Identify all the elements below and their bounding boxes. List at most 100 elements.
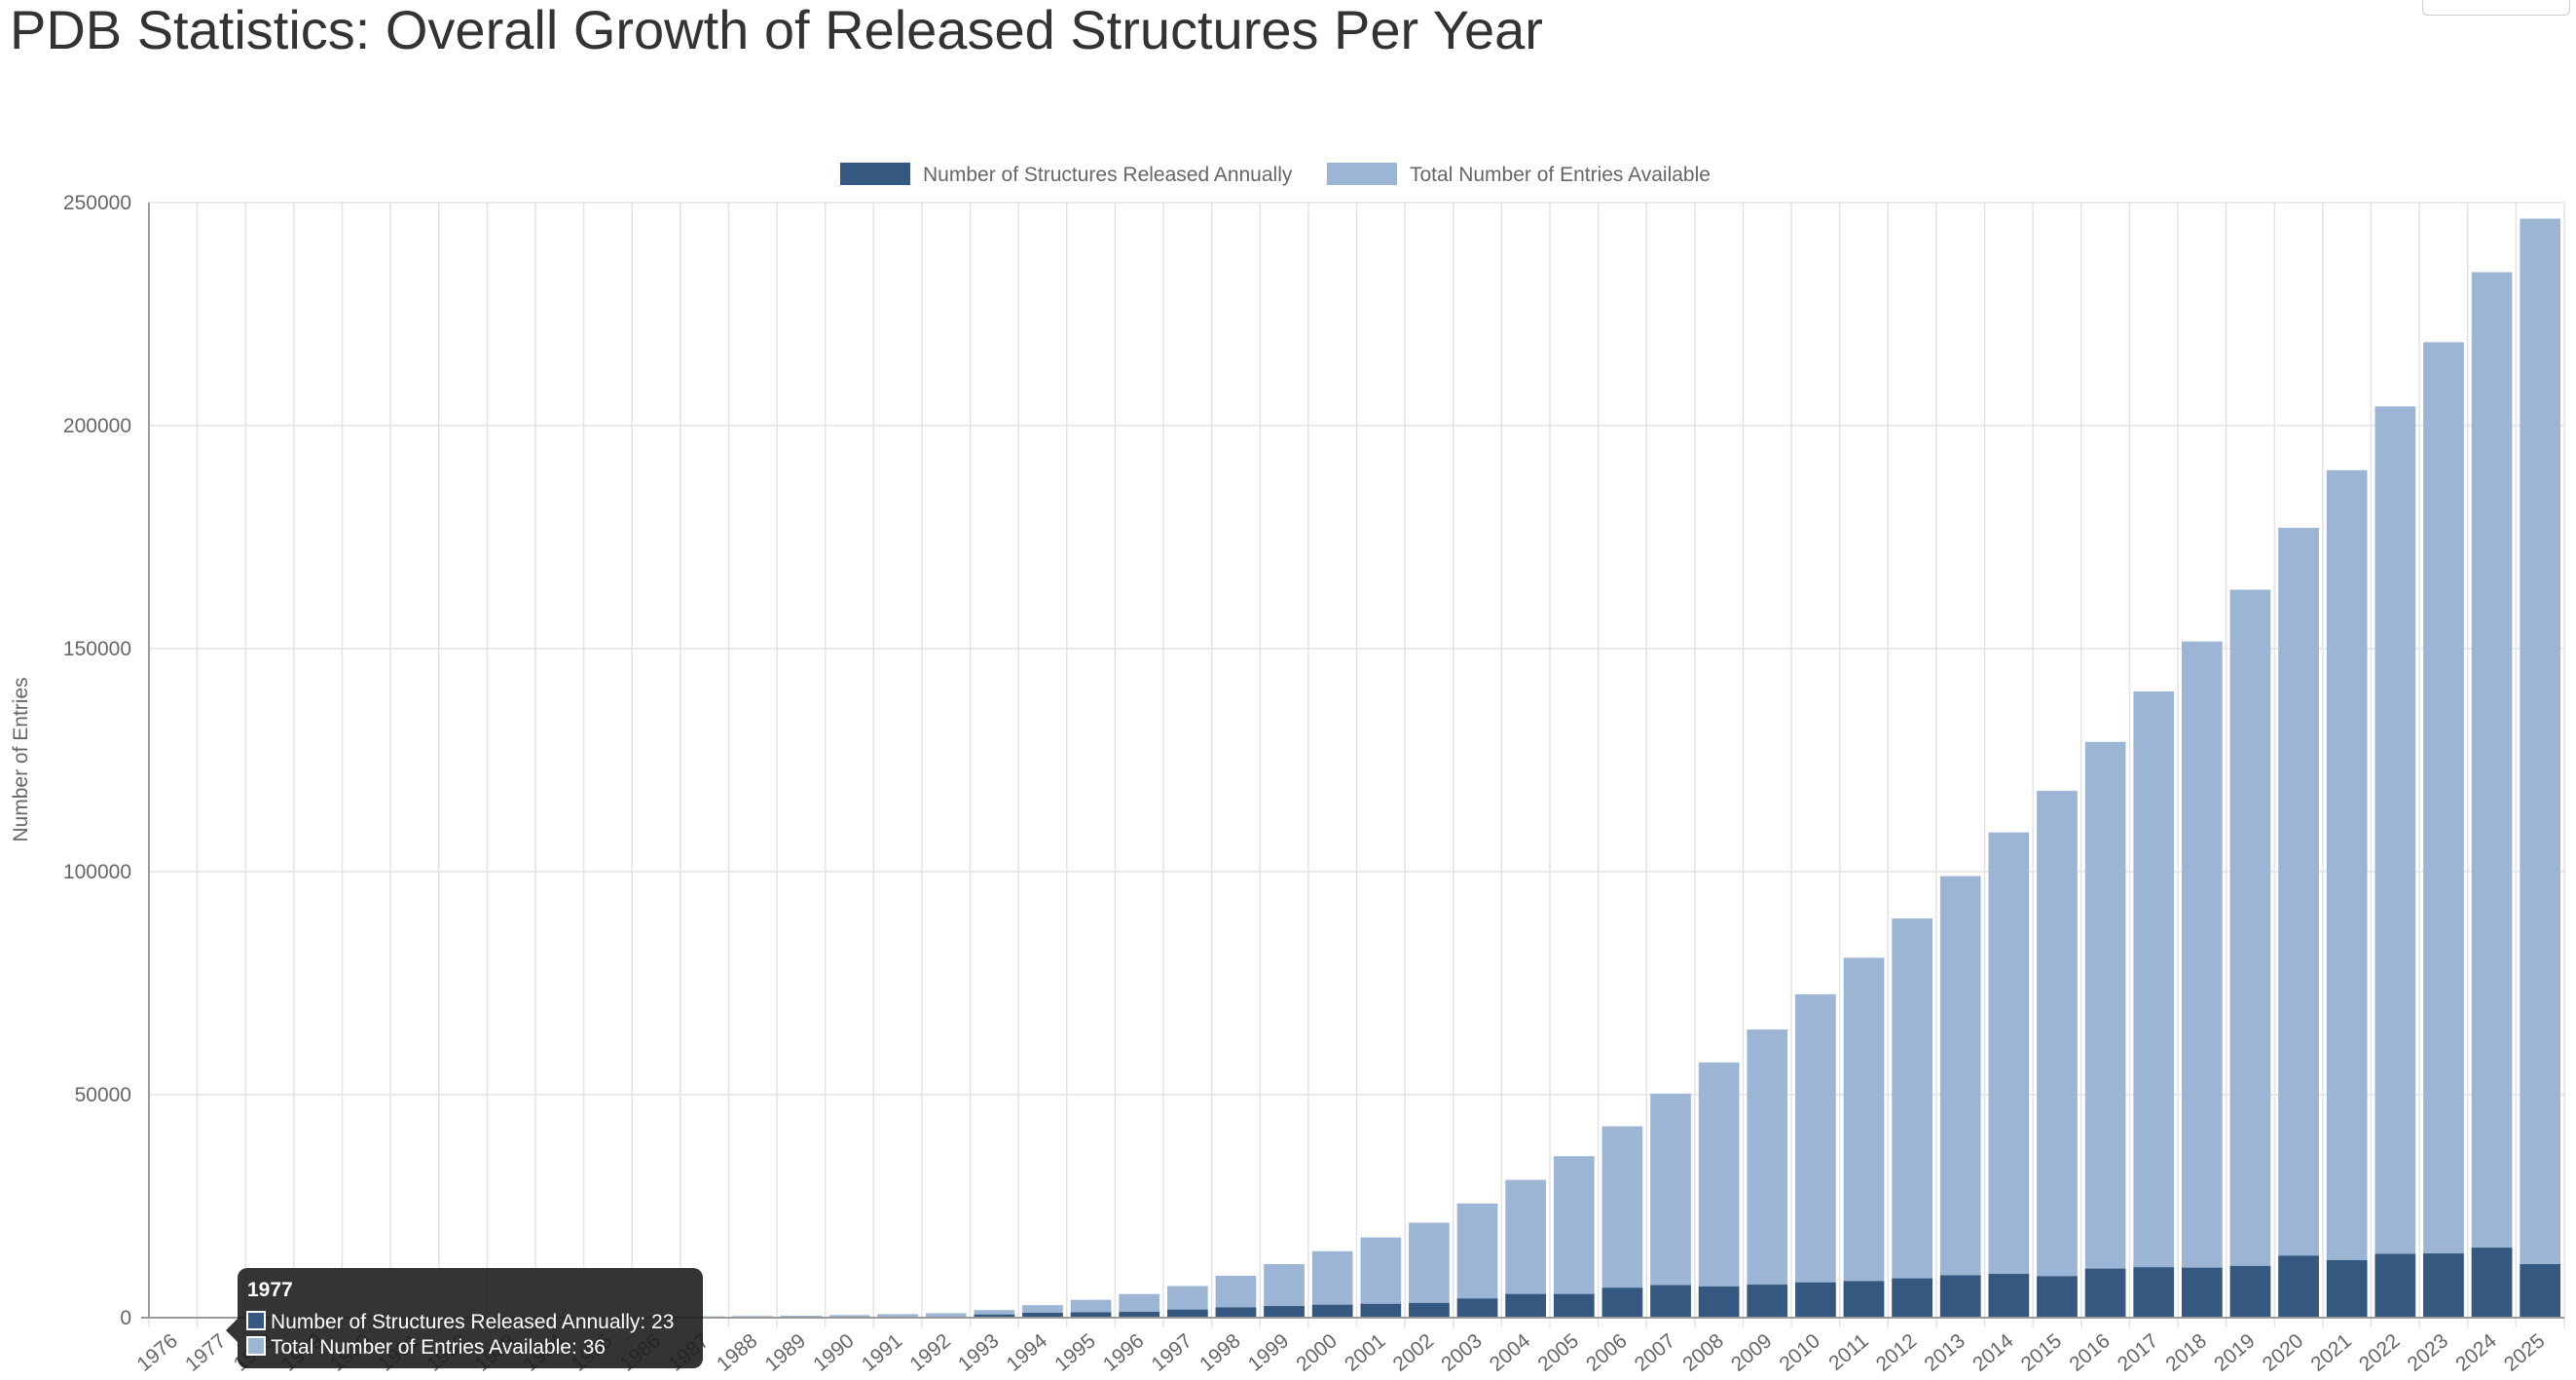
bar-annual[interactable] [1505, 1293, 1547, 1318]
bar-annual[interactable] [1456, 1298, 1498, 1318]
x-tick-label: 2012 [1872, 1329, 1922, 1376]
x-tick-label: 1998 [1196, 1329, 1245, 1376]
bar-total[interactable] [2374, 406, 2416, 1318]
bar-total[interactable] [2423, 342, 2464, 1318]
bar-annual[interactable] [1166, 1309, 1208, 1318]
bar-total[interactable] [2278, 527, 2319, 1318]
bar-annual[interactable] [1311, 1304, 1353, 1318]
bar-annual[interactable] [1601, 1287, 1643, 1318]
bar-annual[interactable] [2326, 1259, 2368, 1318]
bar-total[interactable] [1698, 1063, 1740, 1318]
tooltip-swatch [246, 1311, 266, 1330]
bar-annual[interactable] [1698, 1286, 1740, 1318]
y-axis-title: Number of Entries [10, 677, 32, 841]
bar-annual[interactable] [1892, 1278, 1932, 1318]
x-tick-label: 1990 [809, 1329, 859, 1376]
bar-annual[interactable] [974, 1314, 1015, 1318]
x-tick-label: 2011 [1824, 1329, 1872, 1375]
bar-annual[interactable] [2520, 1264, 2561, 1318]
bar-annual[interactable] [1360, 1303, 1402, 1318]
bar-total[interactable] [2133, 690, 2175, 1318]
y-tick-label: 100000 [63, 861, 131, 883]
x-tick-label: 2005 [1533, 1329, 1583, 1376]
tooltip-line: Number of Structures Released Annually: … [271, 1311, 674, 1333]
x-tick-label: 2010 [1776, 1329, 1825, 1376]
bar-annual[interactable] [2471, 1248, 2513, 1318]
bar-annual[interactable] [1409, 1302, 1450, 1318]
x-tick-label: 1989 [761, 1329, 811, 1376]
legend-swatch[interactable] [838, 161, 912, 187]
bar-total[interactable] [1409, 1222, 1450, 1318]
bar-annual[interactable] [1264, 1306, 1305, 1318]
x-tick-label: 2006 [1582, 1329, 1632, 1376]
x-tick-label: 2001 [1341, 1329, 1390, 1376]
bar-total[interactable] [2037, 791, 2078, 1318]
bar-total[interactable] [2520, 218, 2561, 1318]
x-tick-label: 2000 [1292, 1329, 1342, 1376]
bar-total[interactable] [1939, 876, 1981, 1318]
x-tick-label: 2018 [2161, 1329, 2211, 1376]
bar-annual[interactable] [1070, 1312, 1112, 1318]
bar-annual[interactable] [1650, 1285, 1691, 1318]
bar-annual[interactable] [1022, 1312, 1063, 1318]
bar-annual[interactable] [2423, 1253, 2464, 1318]
bar-annual[interactable] [2229, 1265, 2271, 1318]
bar-total[interactable] [1747, 1029, 1788, 1318]
bar-total[interactable] [974, 1310, 1015, 1318]
bar-total[interactable] [2229, 589, 2271, 1318]
tooltip: 1977 Number of Structures Released Annual… [226, 1268, 703, 1368]
bar-total[interactable] [1553, 1156, 1595, 1318]
x-tick-label: 2023 [2404, 1329, 2453, 1376]
bar-annual[interactable] [1215, 1307, 1257, 1318]
x-tick-label: 2020 [2259, 1329, 2308, 1376]
bar-annual[interactable] [1843, 1281, 1885, 1318]
bar-annual[interactable] [2037, 1276, 2078, 1318]
x-tick-label: 1993 [954, 1329, 1004, 1376]
tooltip-caret [226, 1319, 238, 1342]
legend[interactable]: Number of Structures Released Annually To… [838, 161, 1711, 187]
x-tick-label: 2021 [2306, 1329, 2356, 1376]
bar-total[interactable] [2471, 272, 2513, 1318]
bar-annual[interactable] [2278, 1255, 2319, 1318]
chart-menu-button[interactable] [2422, 0, 2570, 16]
x-tick-label: 1995 [1050, 1329, 1100, 1376]
bar-annual[interactable] [1795, 1282, 1836, 1318]
page-title: PDB Statistics: Overall Growth of Releas… [10, 0, 1543, 60]
bar-total[interactable] [1988, 832, 2030, 1318]
bar-annual[interactable] [2182, 1267, 2223, 1318]
bar-annual[interactable] [2084, 1268, 2126, 1318]
y-tick-label: 0 [120, 1307, 131, 1329]
bar-total[interactable] [2326, 469, 2368, 1318]
bar-total[interactable] [2084, 741, 2126, 1318]
bar-total[interactable] [2182, 641, 2223, 1318]
bar-total[interactable] [1843, 957, 1885, 1318]
bars [152, 218, 2561, 1318]
bar-total[interactable] [877, 1314, 918, 1318]
bar-total[interactable] [1795, 993, 1836, 1318]
bar-total[interactable] [1650, 1094, 1691, 1318]
bar-total[interactable] [1892, 918, 1932, 1318]
x-tick-label: 2016 [2065, 1329, 2115, 1376]
bar-total[interactable] [1601, 1126, 1643, 1318]
bar-annual[interactable] [1988, 1274, 2030, 1318]
tooltip-box [238, 1268, 703, 1368]
bar-annual[interactable] [1553, 1293, 1595, 1318]
legend-swatch[interactable] [1325, 161, 1399, 187]
x-tick-label: 1992 [905, 1329, 955, 1376]
bar-annual[interactable] [2374, 1253, 2416, 1318]
legend-label[interactable]: Total Number of Entries Available [1410, 164, 1711, 186]
bar-total[interactable] [925, 1313, 967, 1318]
bar-annual[interactable] [1939, 1275, 1981, 1318]
tooltip-title: 1977 [247, 1279, 293, 1301]
bar-annual[interactable] [1119, 1312, 1160, 1318]
x-tick-label: 1976 [132, 1329, 182, 1376]
legend-label[interactable]: Number of Structures Released Annually [923, 164, 1293, 186]
x-tick-label: 2002 [1389, 1329, 1439, 1376]
x-tick-label: 1977 [181, 1329, 231, 1376]
bar-annual[interactable] [1747, 1285, 1788, 1318]
bar-total[interactable] [828, 1315, 870, 1318]
x-tick-label: 1991 [858, 1329, 907, 1376]
x-tick-label: 1996 [1099, 1329, 1149, 1376]
bar-annual[interactable] [2133, 1267, 2175, 1318]
